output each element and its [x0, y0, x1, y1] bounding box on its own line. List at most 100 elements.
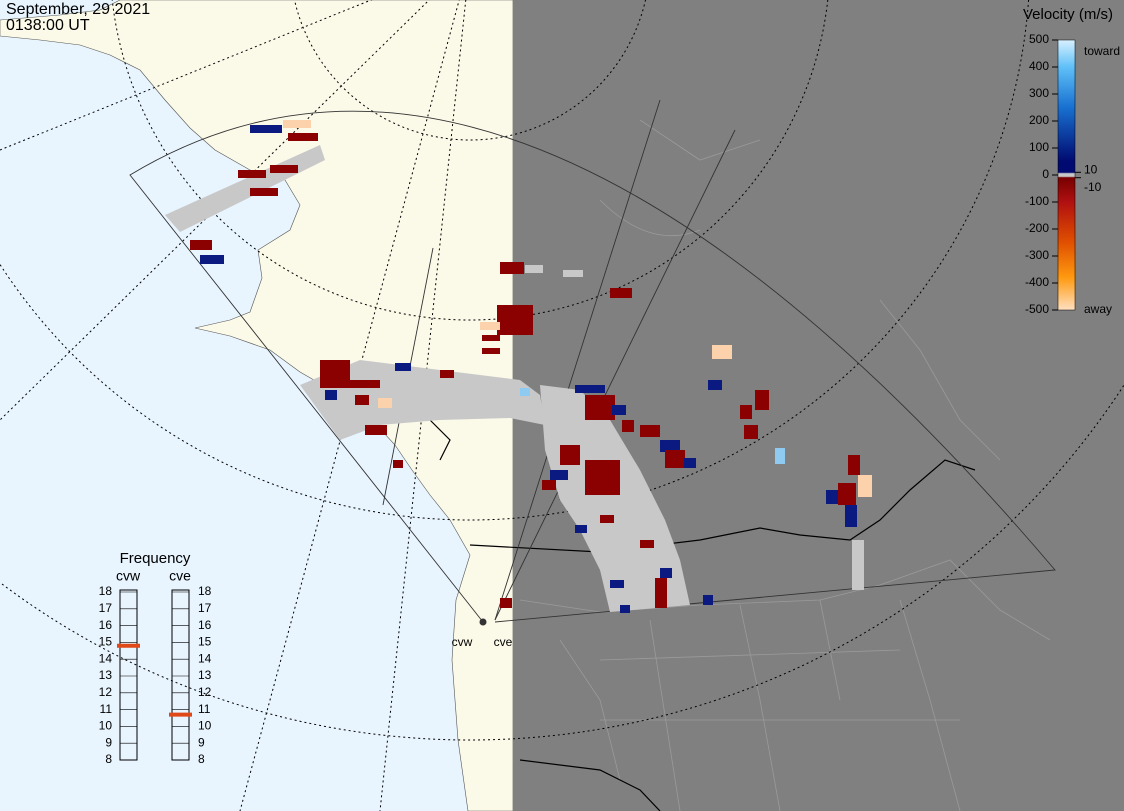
colorbar-tick-label: -200 [1025, 221, 1049, 235]
echo-cell [497, 305, 533, 335]
frequency-title: Frequency [120, 550, 191, 567]
echo-cell [610, 580, 624, 588]
echo-cell [482, 348, 500, 354]
echo-cell [500, 598, 512, 608]
radar-label: cvw [452, 635, 473, 649]
echo-cell [610, 288, 632, 298]
frequency-tick-label: 9 [105, 735, 112, 749]
echo-cell [200, 255, 224, 264]
frequency-tick-label: 10 [198, 719, 212, 733]
radar-site [479, 618, 487, 626]
echo-cell [744, 425, 758, 439]
echo-cell [852, 540, 864, 590]
echo-cell [440, 370, 454, 378]
radar-name: cvw [116, 568, 141, 584]
frequency-tick-label: 12 [99, 685, 113, 699]
echo-cell [500, 262, 524, 274]
echo-cell [288, 133, 318, 141]
echo-cell [660, 568, 672, 578]
frequency-tick-label: 13 [99, 668, 113, 682]
echo-band [540, 385, 690, 612]
velocity-title: Velocity (m/s) [1023, 6, 1113, 23]
frequency-tick-label: 16 [99, 618, 113, 632]
frequency-tick-label: 15 [99, 635, 113, 649]
echo-cell [640, 540, 654, 548]
colorbar-tick-label: -300 [1025, 248, 1049, 262]
away-label: away [1084, 302, 1112, 316]
colorbar-tick-label: -500 [1025, 302, 1049, 316]
echo-cell [585, 460, 620, 495]
colorbar-tick-label: 100 [1029, 140, 1049, 154]
radar-name: cve [169, 568, 191, 584]
radar-label: cve [494, 635, 513, 649]
time: 0138:00 UT [6, 17, 90, 34]
echo-cell [395, 363, 411, 371]
echo-cell [620, 605, 630, 613]
frequency-tick-label: 18 [99, 584, 113, 598]
colorbar-tick-label: 200 [1029, 113, 1049, 127]
frequency-tick-label: 12 [198, 685, 212, 699]
echo-cell [190, 240, 212, 250]
echo-cell [550, 470, 568, 480]
echo-cell [665, 450, 685, 468]
echo-cell [708, 380, 722, 390]
colorbar-tick-label: -10 [1084, 180, 1102, 194]
echo-cell [740, 405, 752, 419]
echo-cell [585, 395, 615, 420]
echo-cell [622, 420, 634, 432]
echo-cell [238, 170, 266, 178]
echo-cell [858, 475, 872, 497]
echo-cell [826, 490, 838, 504]
colorbar-tick-label: 0 [1042, 167, 1049, 181]
echo-cell [283, 120, 311, 128]
echo-cell [563, 270, 583, 277]
echo-cell [575, 385, 605, 393]
colorbar [1057, 39, 1076, 311]
colorbar-tick-label: -100 [1025, 194, 1049, 208]
echo-cell [560, 445, 580, 465]
echo-cell [640, 425, 660, 437]
echo-cell [350, 380, 380, 388]
echo-cell [845, 505, 857, 527]
land [0, 0, 514, 811]
colorbar-tick-label: 500 [1029, 32, 1049, 46]
echo-cell [325, 390, 337, 400]
echo-cell [703, 595, 713, 605]
colorbar-tick-label: 400 [1029, 59, 1049, 73]
echo-cell [480, 322, 500, 330]
frequency-tick-label: 8 [198, 752, 205, 766]
frequency-tick-label: 9 [198, 735, 205, 749]
echo-cell [250, 125, 282, 133]
colorbar-tick-label: -400 [1025, 275, 1049, 289]
echo-cell [250, 188, 278, 196]
echo-cell [482, 335, 500, 341]
echo-cell [320, 360, 350, 388]
toward-label: toward [1084, 44, 1120, 58]
date: September, 29 2021 [6, 1, 150, 18]
frequency-tick-label: 10 [99, 719, 113, 733]
echoes [165, 120, 872, 613]
echo-cell [270, 165, 298, 173]
echo-cell [612, 405, 626, 415]
echo-cell [684, 458, 696, 468]
echo-cell [600, 515, 614, 523]
echo-cell [775, 448, 785, 464]
echo-cell [355, 395, 369, 405]
echo-cell [655, 578, 667, 608]
frequency-tick-label: 11 [100, 702, 113, 716]
borders [519, 119, 1051, 811]
frequency-tick-label: 15 [198, 635, 212, 649]
echo-cell [575, 525, 587, 533]
frequency-tick-label: 8 [105, 752, 112, 766]
frequency-tick-label: 17 [99, 601, 113, 615]
border-line [429, 419, 976, 811]
frequency-tick-label: 18 [198, 584, 212, 598]
echo-cell [848, 455, 860, 475]
echo-cell [525, 265, 543, 273]
colorbar-tick-label: 300 [1029, 86, 1049, 100]
frequency-tick-label: 13 [198, 668, 212, 682]
echo-cell [660, 440, 680, 452]
frequency-tick-label: 11 [198, 702, 211, 716]
echo-cell [393, 460, 403, 468]
